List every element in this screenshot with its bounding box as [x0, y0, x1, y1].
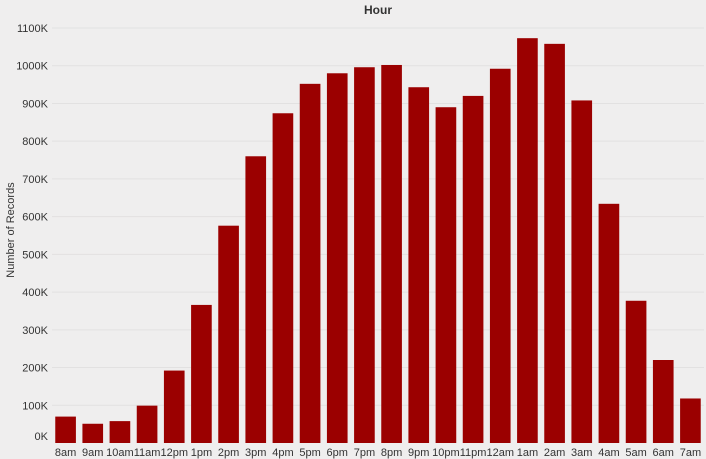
bar-2am — [544, 43, 565, 443]
x-tick-label: 2pm — [218, 447, 239, 459]
y-tick-label: 800K — [22, 136, 48, 148]
x-tick-label: 8am — [55, 447, 76, 459]
y-tick-label: 900K — [22, 98, 48, 110]
bars — [55, 38, 701, 444]
bar-10am — [109, 421, 131, 443]
y-tick-label: 600K — [22, 212, 48, 224]
bar-6pm — [326, 73, 348, 443]
x-tick-label: 11am — [134, 447, 161, 459]
bar-8pm — [381, 64, 402, 444]
x-tick-label: 10am — [106, 447, 134, 459]
y-tick-label: 1000K — [16, 61, 48, 73]
gridlines — [52, 27, 704, 406]
bar-12pm — [163, 370, 185, 443]
x-tick-label: 2am — [544, 447, 565, 459]
y-tick-label: 200K — [22, 363, 48, 375]
bar-11am — [136, 405, 158, 443]
x-tick-label: 11pm — [460, 447, 487, 459]
y-tick-label: 500K — [22, 249, 48, 261]
bar-4pm — [272, 113, 294, 443]
x-tick-label: 6pm — [327, 447, 348, 459]
bar-6am — [652, 360, 674, 443]
bar-4am — [598, 203, 620, 443]
x-tick-label: 1pm — [191, 447, 212, 459]
x-tick-label: 5pm — [299, 447, 320, 459]
x-tick-label: 7pm — [354, 447, 375, 459]
bar-5am — [625, 300, 647, 443]
x-tick-label: 5am — [625, 447, 646, 459]
x-tick-label: 4pm — [272, 447, 293, 459]
x-tick-label: 12pm — [160, 447, 188, 459]
bar-3am — [571, 100, 593, 443]
x-tick-label: 10pm — [432, 447, 460, 459]
x-tick-label: 1am — [517, 447, 538, 459]
bar-3pm — [245, 156, 267, 444]
y-tick-label: 100K — [22, 400, 48, 412]
bar-1am — [517, 38, 538, 443]
bar-11pm — [462, 95, 484, 443]
y-axis-label: Number of Records — [5, 182, 17, 278]
x-tick-label: 8pm — [381, 447, 402, 459]
bar-10pm — [435, 107, 457, 444]
chart-title: Hour — [364, 3, 392, 17]
bar-12am — [489, 68, 511, 443]
x-tick-label: 9am — [82, 447, 103, 459]
bar-2pm — [218, 225, 239, 443]
bar-1pm — [191, 304, 212, 443]
y-tick-label: 400K — [22, 287, 48, 299]
y-tick-label: 700K — [22, 174, 48, 186]
x-tick-label: 12am — [486, 447, 514, 459]
x-tick-label: 7am — [680, 447, 701, 459]
bar-5pm — [299, 83, 321, 443]
x-tick-label: 9pm — [408, 447, 429, 459]
x-tick-label: 3pm — [245, 447, 266, 459]
y-tick-label: 1100K — [17, 23, 49, 35]
bar-7pm — [354, 67, 375, 444]
x-axis-ticks: 8am 9am 10am 11am 12pm 1pm 2pm 3pm 4pm 5pm 6pm 7pm 8… — [55, 447, 701, 459]
bar-9pm — [408, 87, 430, 444]
x-tick-label: 3am — [571, 447, 592, 459]
y-axis-ticks: 0K 100K 200K 300K 400K 500K 600K 700K 800K 900K 10… — [16, 23, 48, 443]
x-tick-label: 6am — [653, 447, 674, 459]
y-tick-label: 300K — [22, 325, 48, 337]
bar-9am — [82, 423, 104, 443]
x-tick-label: 4am — [598, 447, 619, 459]
bar-8am — [55, 416, 76, 443]
bar-7am — [680, 398, 701, 443]
y-tick-label: 0K — [35, 431, 49, 443]
